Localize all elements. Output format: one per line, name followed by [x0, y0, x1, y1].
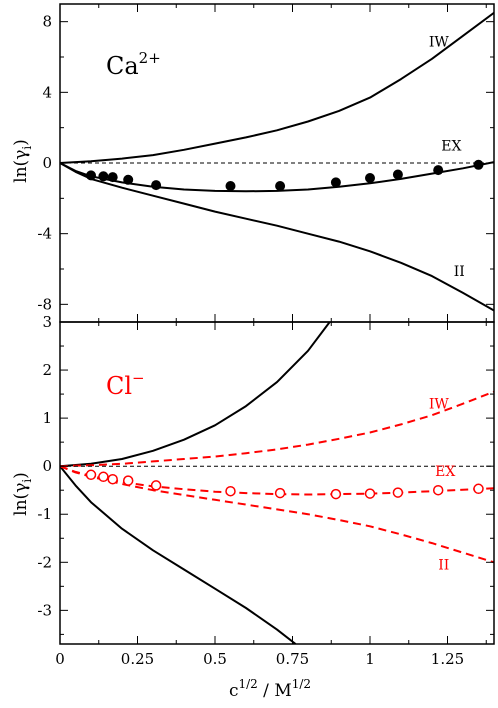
x-tick-label: 0: [55, 650, 65, 668]
data-point: [473, 483, 484, 495]
xlabel-sup2: 1/2: [292, 677, 311, 691]
curve-label-iw: IW: [429, 34, 450, 50]
series-line-iw-black: [60, 322, 331, 468]
y-tick-label: -2: [37, 553, 52, 571]
series-line-iw: [60, 390, 494, 468]
data-point: [330, 177, 341, 188]
data-point: [473, 159, 484, 170]
curve-label-ex: EX: [441, 139, 461, 155]
plot-frame: [59, 321, 495, 645]
y-tick-label: 0: [42, 154, 52, 172]
y-tick-label: 1: [42, 409, 52, 427]
y-tick-label: -8: [37, 295, 52, 313]
top-panel-title: Ca2+: [106, 49, 161, 80]
top-panel-title-main: Ca: [106, 52, 139, 80]
data-point: [150, 480, 162, 491]
data-point: [122, 475, 134, 486]
data-point: [433, 165, 444, 176]
curve-label-ex: EX: [435, 464, 455, 480]
bottom-ylabel: ln(γi): [11, 472, 34, 516]
bottom-panel-title-sup: −: [132, 369, 145, 387]
bottom-panel-title-main: Cl: [106, 372, 132, 400]
series-line-ii: [60, 465, 494, 564]
x-tick-label: 0.25: [121, 650, 154, 668]
data-point: [85, 469, 97, 481]
bottom-ylabel-main: ln(γ: [11, 483, 31, 516]
data-point: [392, 169, 403, 180]
y-tick-label: 4: [42, 83, 52, 101]
data-point: [364, 488, 376, 499]
curve-label-ii: II: [438, 558, 449, 574]
data-point: [86, 170, 96, 181]
curve-label-ii: II: [454, 264, 465, 280]
data-point: [107, 473, 118, 485]
data-point: [98, 471, 109, 483]
series-line-ii-black: [60, 465, 297, 644]
y-tick-label: 2: [42, 361, 52, 379]
bottom-panel-title: Cl−: [106, 369, 145, 400]
plot-area: [60, 11, 494, 312]
series-line-iw: [60, 11, 494, 164]
y-tick-label: -1: [37, 505, 52, 523]
top-ylabel-end: ): [11, 139, 31, 146]
data-point: [225, 485, 236, 497]
top-ylabel-main: ln(γ: [11, 150, 31, 183]
y-tick-label: -3: [37, 601, 52, 619]
bottom-ylabel-sub: i: [20, 479, 34, 483]
y-tick-label: -4: [37, 225, 52, 243]
data-point: [365, 173, 375, 183]
plot-area: [60, 322, 494, 644]
xlabel: c1/2 / M1/2: [229, 677, 311, 701]
data-point: [274, 487, 286, 499]
data-point: [275, 181, 286, 191]
data-point: [98, 171, 109, 182]
y-tick-label: 0: [42, 457, 52, 475]
y-tick-label: 8: [42, 13, 52, 31]
series-line-ii: [60, 162, 494, 312]
data-point: [107, 172, 118, 183]
bottom-ylabel-end: ): [11, 472, 31, 479]
xlabel-sup1: 1/2: [238, 677, 257, 691]
xlabel-mid: / M: [258, 681, 292, 701]
top-panel-title-sup: 2+: [139, 49, 161, 67]
x-tick-label: 1.25: [431, 650, 464, 668]
data-point: [392, 487, 404, 498]
x-tick-label: 1: [365, 650, 375, 668]
data-point: [225, 181, 236, 191]
data-point: [151, 180, 162, 191]
x-tick-label: 0.75: [276, 650, 309, 668]
xlabel-pre: c: [229, 681, 239, 701]
curve-label-iw: IW: [429, 397, 450, 413]
data-point: [330, 488, 342, 500]
y-tick-label: 3: [42, 313, 52, 331]
top-ylabel: ln(γi): [11, 139, 34, 183]
top-panel: Ca2+ ln(γi) IW EX II 8 4 0 -4 -8: [11, 3, 495, 323]
top-ylabel-sub: i: [20, 146, 34, 150]
x-tick-label: 0.5: [203, 650, 227, 668]
data-point: [123, 174, 134, 185]
data-point: [432, 484, 444, 496]
bottom-panel: Cl− ln(γi) c1/2 / M1/2 IWEXII3210-1-2-30…: [11, 313, 495, 701]
